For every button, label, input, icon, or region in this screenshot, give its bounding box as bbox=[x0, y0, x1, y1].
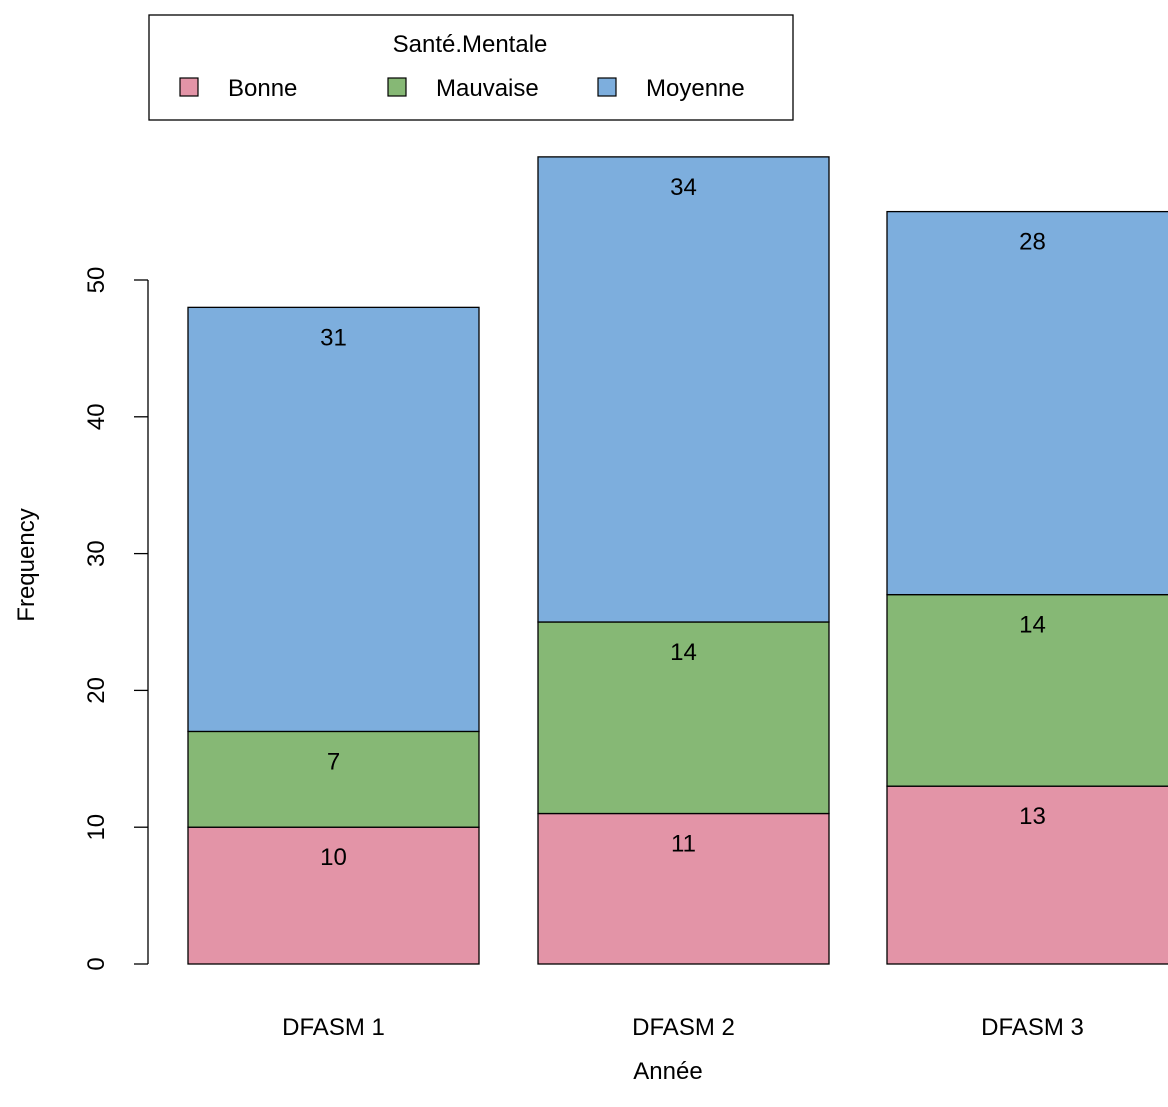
bar-segment-mauvaise bbox=[187, 730, 480, 828]
bar-group-dfasm-3: 13 14 28 bbox=[886, 210, 1168, 965]
x-tick-label: DFASM 2 bbox=[632, 1014, 735, 1041]
x-tick-label: DFASM 3 bbox=[981, 1014, 1084, 1041]
bar-group-dfasm-2: 11 14 34 bbox=[537, 156, 830, 965]
y-tick-label: 10 bbox=[83, 814, 110, 841]
bar-segment-bonne bbox=[886, 785, 1168, 965]
bar-value-label: 14 bbox=[1019, 612, 1046, 639]
legend-swatch-bonne bbox=[179, 77, 199, 97]
bar-value-label: 14 bbox=[670, 639, 697, 666]
bar-value-label: 28 bbox=[1019, 229, 1046, 256]
legend-swatch-moyenne bbox=[597, 77, 617, 97]
legend-title: Santé.Mentale bbox=[393, 31, 548, 58]
y-tick-label: 30 bbox=[83, 540, 110, 567]
plot-area: 10 7 31 DFASM 1 11 14 34 DFASM 2 13 14 28 DFASM 3 bbox=[187, 156, 1168, 1041]
bar-value-label: 7 bbox=[327, 748, 340, 775]
bar-value-label: 34 bbox=[670, 174, 697, 201]
legend-items: Bonne Mauvaise Moyenne bbox=[179, 75, 745, 102]
bar-segment-moyenne bbox=[537, 156, 830, 623]
bar-value-label: 31 bbox=[320, 324, 347, 351]
bar-value-label: 10 bbox=[320, 844, 347, 871]
bar-segment-bonne bbox=[187, 826, 480, 965]
y-axis: 0 10 20 30 40 50 bbox=[83, 267, 149, 971]
legend-label-bonne: Bonne bbox=[228, 75, 297, 102]
legend-box bbox=[148, 14, 794, 121]
bar-segment-moyenne bbox=[886, 210, 1168, 596]
y-tick-label: 20 bbox=[83, 677, 110, 704]
bar-group-dfasm-1: 10 7 31 bbox=[187, 306, 480, 965]
x-axis-title: Année bbox=[633, 1058, 702, 1085]
y-tick-label: 40 bbox=[83, 403, 110, 430]
y-tick-label: 0 bbox=[83, 957, 110, 970]
bar-segment-bonne bbox=[537, 812, 830, 965]
legend-label-mauvaise: Mauvaise bbox=[436, 75, 539, 102]
bar-segment-mauvaise bbox=[886, 593, 1168, 787]
legend-swatch-mauvaise bbox=[387, 77, 407, 97]
x-tick-label: DFASM 1 bbox=[282, 1014, 385, 1041]
bar-segment-moyenne bbox=[187, 306, 480, 733]
y-axis-title: Frequency bbox=[13, 508, 40, 621]
y-tick-label: 50 bbox=[83, 267, 110, 294]
bar-value-label: 11 bbox=[671, 831, 696, 858]
legend-label-moyenne: Moyenne bbox=[646, 75, 745, 102]
bar-value-label: 13 bbox=[1019, 803, 1046, 830]
legend: Santé.Mentale Bonne Mauvaise Moyenne bbox=[148, 14, 794, 121]
